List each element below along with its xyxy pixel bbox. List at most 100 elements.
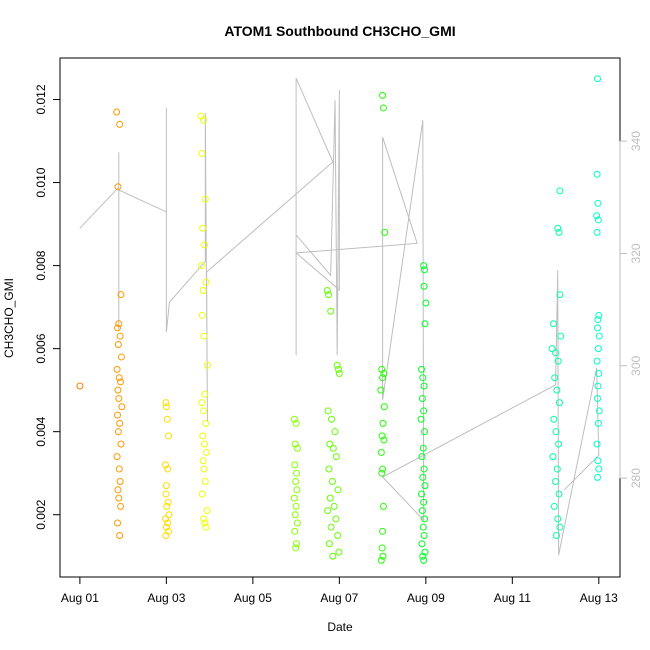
point <box>201 390 209 398</box>
point <box>418 453 426 461</box>
point <box>328 415 336 423</box>
point <box>162 515 170 523</box>
point <box>114 386 122 394</box>
point <box>594 324 602 332</box>
point <box>552 428 560 436</box>
point <box>380 370 388 378</box>
point <box>554 515 562 523</box>
point <box>420 282 428 290</box>
point <box>593 170 601 178</box>
point <box>291 527 299 535</box>
x-tick-label: Aug 03 <box>147 591 185 605</box>
point <box>593 440 601 448</box>
point <box>162 490 170 498</box>
point <box>333 361 341 369</box>
point <box>380 436 388 444</box>
point <box>550 502 558 510</box>
point <box>554 224 562 232</box>
point <box>324 407 332 415</box>
point <box>417 415 425 423</box>
point <box>334 365 342 373</box>
point <box>200 440 208 448</box>
point <box>325 465 333 473</box>
point <box>594 382 602 390</box>
point <box>331 428 339 436</box>
point <box>202 278 210 286</box>
point <box>555 399 563 407</box>
x-tick-label: Aug 11 <box>494 591 531 605</box>
point <box>200 241 208 249</box>
point <box>115 374 123 382</box>
point <box>594 316 602 324</box>
y-tick-label: 0.012 <box>34 84 48 114</box>
point <box>378 365 386 373</box>
point <box>163 502 171 510</box>
x-tick-label: Aug 07 <box>320 591 358 605</box>
x-tick-label: Aug 05 <box>234 591 272 605</box>
point <box>327 307 335 315</box>
point <box>324 507 332 515</box>
point <box>377 448 385 456</box>
point <box>116 419 124 427</box>
point <box>164 465 172 473</box>
point <box>418 394 426 402</box>
point <box>114 324 122 332</box>
point <box>332 453 340 461</box>
point <box>292 419 300 427</box>
line <box>79 78 600 556</box>
point <box>419 444 427 452</box>
point <box>556 291 564 299</box>
point <box>595 332 603 340</box>
y-tick-label: 0.008 <box>34 250 48 280</box>
point <box>381 228 389 236</box>
point <box>293 469 301 477</box>
y-tick-label: 0.006 <box>34 333 48 363</box>
y-axis-label: CH3CHO_GMI <box>2 278 16 358</box>
point <box>323 287 331 295</box>
point <box>595 465 603 473</box>
point <box>593 357 601 365</box>
point <box>117 291 125 299</box>
point <box>379 502 387 510</box>
point <box>325 540 333 548</box>
point <box>550 415 558 423</box>
point <box>595 311 603 319</box>
point <box>378 544 386 552</box>
y-tick-label: 0.004 <box>34 416 48 446</box>
point <box>116 478 124 486</box>
point <box>420 262 428 270</box>
point <box>115 320 123 328</box>
point <box>335 548 343 556</box>
chart-title: ATOM1 Southbound CH3CHO_GMI <box>224 23 455 39</box>
point <box>117 378 125 386</box>
point <box>201 195 209 203</box>
point <box>327 523 335 531</box>
point <box>200 407 208 415</box>
y2-tick-label: 300 <box>629 355 643 375</box>
point <box>293 486 301 494</box>
point <box>332 515 340 523</box>
point <box>328 478 336 486</box>
point <box>325 291 333 299</box>
point <box>198 399 206 407</box>
point <box>551 374 559 382</box>
point <box>113 108 121 116</box>
point <box>291 440 299 448</box>
point <box>162 523 170 531</box>
point <box>114 428 122 436</box>
point <box>291 511 299 519</box>
y2-tick-label: 340 <box>629 131 643 151</box>
point <box>117 502 125 510</box>
point <box>421 548 429 556</box>
point <box>117 353 125 361</box>
point <box>548 345 556 353</box>
point <box>114 183 122 191</box>
point <box>556 523 564 531</box>
point <box>165 432 173 440</box>
point <box>378 469 386 477</box>
point <box>114 340 122 348</box>
point <box>420 407 428 415</box>
point <box>326 440 334 448</box>
point <box>594 199 602 207</box>
point <box>198 149 206 157</box>
